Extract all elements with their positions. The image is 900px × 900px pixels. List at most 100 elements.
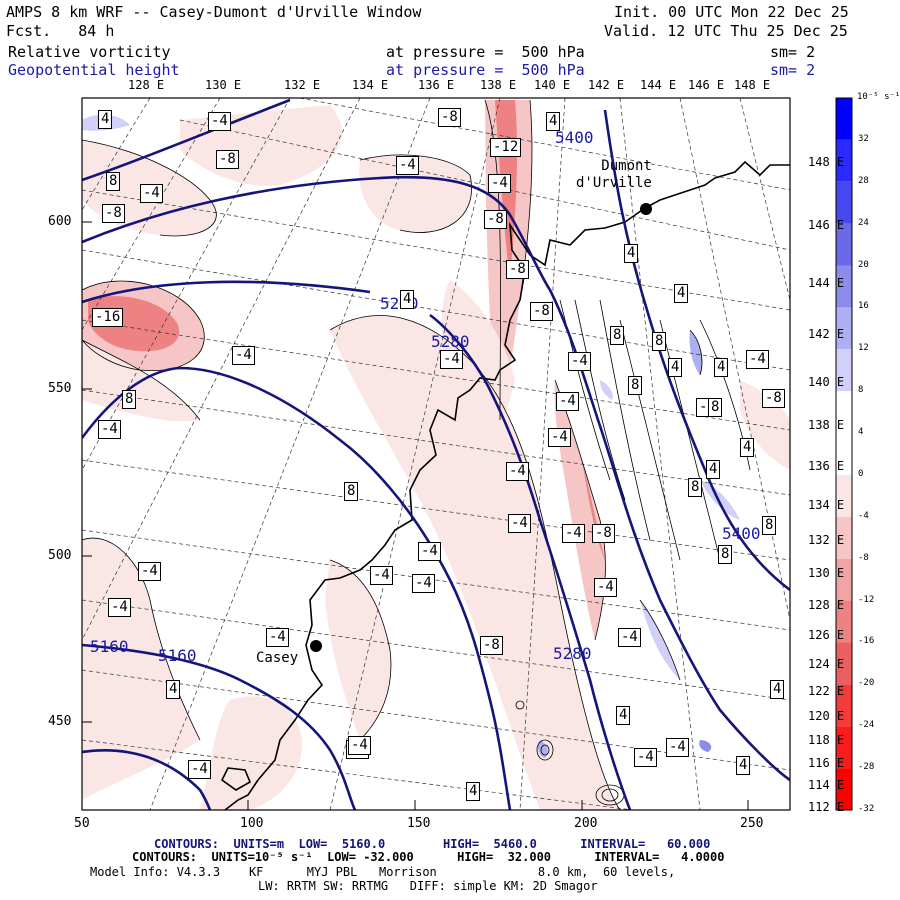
vorticity-label: -4 [98,420,121,439]
map-title: AMPS 8 km WRF -- Casey-Dumont d'Urville … [6,3,422,21]
vorticity-label: 4 [546,112,561,131]
vorticity-label: -4 [348,736,371,755]
right-side-label: 146 E [808,218,845,232]
vorticity-label: -4 [508,514,531,533]
field2-level: at pressure = 500 hPa [386,61,585,79]
right-side-label: 136 E [808,459,845,473]
vorticity-label: -4 [562,524,585,543]
vorticity-label: -8 [762,389,785,408]
top-longitude-label: 132 E [284,78,321,92]
vorticity-label: -4 [412,574,435,593]
vorticity-label: -8 [506,260,529,279]
vorticity-label: 4 [400,290,415,309]
casey-label: Casey [256,650,299,666]
colorbar-swatch [836,684,852,727]
vorticity-label: 4 [706,460,721,479]
vorticity-label: 8 [718,545,733,564]
colorbar-tick-label: -12 [858,594,875,605]
colorbar-tick-label: 28 [858,175,869,186]
right-side-label: 116 E [808,756,845,770]
colorbar-swatch [836,139,852,182]
right-side-label: 114 E [808,778,845,792]
height-label: 5160 [90,637,129,656]
x-tick-label: 200 [574,816,598,831]
vorticity-label: 4 [98,110,113,129]
dumont-durville-label: Dumont d'Urville [576,158,652,191]
vorticity-label: -4 [506,462,529,481]
top-longitude-label: 138 E [480,78,517,92]
vorticity-label: -8 [438,108,461,127]
right-side-label: 130 E [808,566,845,580]
top-longitude-label: 140 E [534,78,571,92]
right-side-label: 120 E [808,709,845,723]
vorticity-label: -4 [370,566,393,585]
vorticity-label: 8 [106,172,121,191]
right-side-label: 148 E [808,155,845,169]
colorbar-frame [835,97,853,811]
field1-smooth: sm= 2 [770,43,816,61]
vorticity-label: -8 [484,210,507,229]
colorbar-swatch [836,265,852,308]
right-side-label: 142 E [808,327,845,341]
colorbar-swatch [836,474,852,517]
vorticity-label: 8 [628,376,643,395]
colorbar-swatch [836,98,852,140]
init-time: Init. 00 UTC Mon 22 Dec 25 [614,3,849,21]
right-side-label: 138 E [808,418,845,432]
vorticity-label: -4 [556,392,579,411]
vorticity-label: 4 [770,680,785,699]
vorticity-label: -16 [92,308,124,327]
right-side-label: 134 E [808,498,845,512]
vorticity-label: -12 [490,138,522,157]
field1-level: at pressure = 500 hPa [386,43,585,61]
coastline [220,160,790,810]
axis-ticks [81,221,749,810]
vorticity-label: 8 [344,482,359,501]
valid-time: Valid. 12 UTC Thu 25 Dec 25 [604,22,848,40]
vorticity-label: 4 [466,782,481,801]
vorticity-label: -4 [266,628,289,647]
colorbar-swatch [836,768,852,810]
height-label: 5160 [158,646,197,665]
vorticity-label: -8 [592,524,615,543]
plot-frame [81,97,791,811]
colorbar-tick-label: 0 [858,468,864,479]
vorticity-label: 4 [674,284,689,303]
colorbar-swatch [836,642,852,685]
colorbar-swatch [836,600,852,643]
top-longitude-label: 148 E [734,78,771,92]
y-tick-label: 500 [48,548,72,563]
top-longitude-label: 134 E [352,78,389,92]
field2-name: Geopotential height [8,61,180,79]
height-label: 5280 [431,332,470,351]
vorticity-label: 4 [166,680,181,699]
colorbar-tick-label: 24 [858,217,869,228]
vorticity-label: -4 [568,352,591,371]
vorticity-label: 4 [668,358,683,377]
top-longitude-label: 136 E [418,78,455,92]
vorticity-label: -4 [232,346,255,365]
top-longitude-label: 144 E [640,78,677,92]
colorbar-tick-label: 4 [858,427,864,438]
vorticity-label: -8 [530,302,553,321]
right-side-label: 128 E [808,598,845,612]
right-side-label: 144 E [808,276,845,290]
vorticity-label: -4 [634,748,657,767]
colorbar-unit: 10⁻⁵ s⁻¹ [857,92,900,102]
colorbar-swatch [836,223,852,266]
top-longitude-label: 146 E [688,78,725,92]
y-tick-label: 600 [48,214,72,229]
field2-smooth: sm= 2 [770,61,816,79]
vorticity-label: -8 [102,204,125,223]
casey-station-marker [310,640,322,652]
footer-height-contours: CONTOURS: UNITS=m LOW= 5160.0 HIGH= 5460… [154,837,711,851]
vorticity-label: -4 [208,112,231,131]
dumont-durville-station-marker [640,203,652,215]
colorbar [835,97,853,811]
vorticity-label: 8 [762,516,777,535]
vorticity-label: -4 [396,156,419,175]
vorticity-label: 4 [714,358,729,377]
height-label: 5400 [722,524,761,543]
colorbar-tick-label: 32 [858,133,869,144]
footer-physics: LW: RRTM SW: RRTMG DIFF: simple KM: 2D S… [258,879,598,893]
